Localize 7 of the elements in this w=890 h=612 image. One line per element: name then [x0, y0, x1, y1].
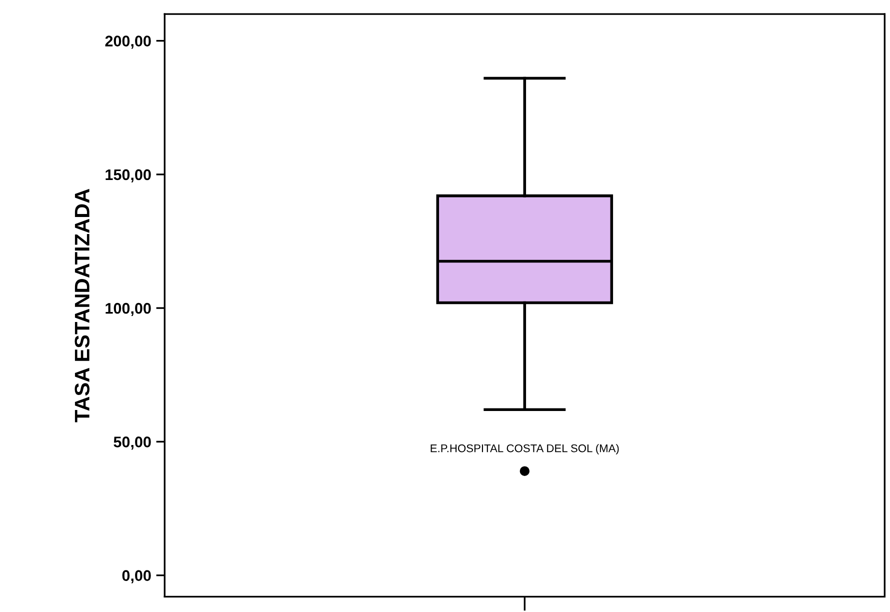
y-tick-label: 200,00	[105, 36, 151, 49]
y-tick-label: 150,00	[106, 169, 151, 182]
annotation: E.P.HOSPITAL COSTA DEL SOL (MA)	[430, 444, 619, 454]
y-axis-title: TASA ESTANDATIZADA	[74, 188, 90, 422]
y-tick-label: 100,00	[106, 302, 151, 316]
y-tick-label: 0,00	[122, 570, 151, 584]
y-tick-label: 50,00	[114, 436, 151, 450]
